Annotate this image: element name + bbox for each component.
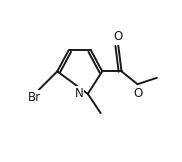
Text: O: O [114, 30, 123, 43]
Text: N: N [75, 87, 83, 100]
Text: Br: Br [27, 91, 41, 104]
Text: O: O [133, 87, 142, 99]
